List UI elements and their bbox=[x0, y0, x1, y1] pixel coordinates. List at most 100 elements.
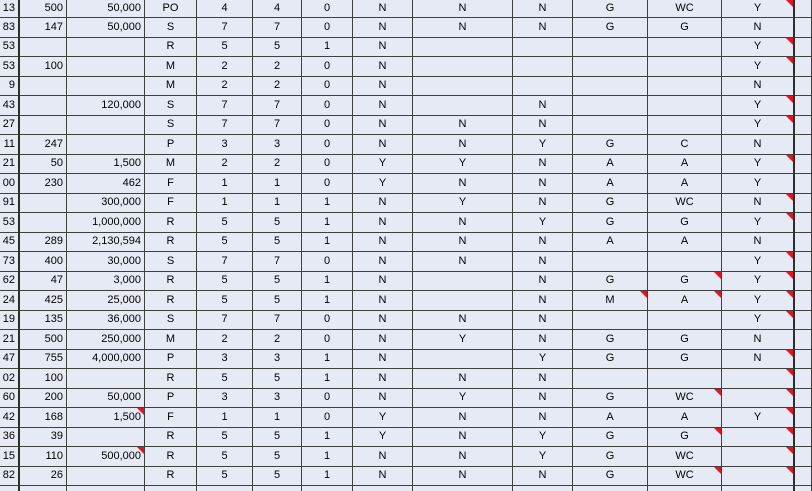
cell-C15[interactable]: 3,000 bbox=[67, 271, 145, 291]
cell-E3[interactable]: 5 bbox=[197, 37, 253, 57]
cell-F15[interactable]: 5 bbox=[253, 271, 302, 291]
cell-D11[interactable]: F bbox=[145, 193, 197, 213]
cell-G16[interactable]: 1 bbox=[302, 291, 353, 311]
cell-G7[interactable]: 0 bbox=[302, 115, 353, 135]
cell-G11[interactable]: 1 bbox=[302, 193, 353, 213]
cell-N24[interactable] bbox=[795, 447, 812, 467]
cell-F9[interactable]: 2 bbox=[253, 154, 302, 174]
cell-M4[interactable]: Y bbox=[722, 57, 795, 77]
cell-C10[interactable]: 462 bbox=[67, 174, 145, 194]
cell-B3[interactable] bbox=[20, 37, 67, 57]
cell-A19[interactable]: 47 bbox=[0, 349, 20, 369]
cell-N4[interactable] bbox=[795, 57, 812, 77]
cell-F21[interactable]: 3 bbox=[253, 388, 302, 408]
cell-I2[interactable]: N bbox=[413, 18, 513, 38]
cell-E-partial[interactable] bbox=[197, 486, 253, 491]
cell-A15[interactable]: 62 bbox=[0, 271, 20, 291]
cell-J10[interactable]: N bbox=[513, 174, 573, 194]
cell-G13[interactable]: 1 bbox=[302, 232, 353, 252]
cell-K2[interactable]: G bbox=[573, 18, 648, 38]
cell-M20[interactable] bbox=[722, 369, 795, 389]
cell-B23[interactable]: 39 bbox=[20, 427, 67, 447]
cell-F24[interactable]: 5 bbox=[253, 447, 302, 467]
cell-A17[interactable]: 19 bbox=[0, 310, 20, 330]
cell-G17[interactable]: 0 bbox=[302, 310, 353, 330]
cell-H6[interactable]: N bbox=[353, 96, 413, 116]
cell-F12[interactable]: 5 bbox=[253, 213, 302, 233]
cell-L6[interactable] bbox=[648, 96, 722, 116]
cell-N15[interactable] bbox=[795, 271, 812, 291]
cell-H20[interactable]: N bbox=[353, 369, 413, 389]
cell-B20[interactable]: 100 bbox=[20, 369, 67, 389]
cell-N9[interactable] bbox=[795, 154, 812, 174]
cell-N20[interactable] bbox=[795, 369, 812, 389]
cell-K11[interactable]: G bbox=[573, 193, 648, 213]
cell-D4[interactable]: M bbox=[145, 57, 197, 77]
cell-D10[interactable]: F bbox=[145, 174, 197, 194]
cell-B6[interactable] bbox=[20, 96, 67, 116]
cell-I23[interactable]: N bbox=[413, 427, 513, 447]
cell-G9[interactable]: 0 bbox=[302, 154, 353, 174]
cell-K16[interactable]: M bbox=[573, 291, 648, 311]
cell-C1[interactable]: 50,000 bbox=[67, 0, 145, 18]
cell-C6[interactable]: 120,000 bbox=[67, 96, 145, 116]
cell-D14[interactable]: S bbox=[145, 252, 197, 272]
cell-G15[interactable]: 1 bbox=[302, 271, 353, 291]
cell-F4[interactable]: 2 bbox=[253, 57, 302, 77]
cell-N6[interactable] bbox=[795, 96, 812, 116]
cell-L7[interactable] bbox=[648, 115, 722, 135]
cell-D7[interactable]: S bbox=[145, 115, 197, 135]
cell-L23[interactable]: G bbox=[648, 427, 722, 447]
cell-B17[interactable]: 135 bbox=[20, 310, 67, 330]
cell-K4[interactable] bbox=[573, 57, 648, 77]
cell-E6[interactable]: 7 bbox=[197, 96, 253, 116]
cell-I10[interactable]: N bbox=[413, 174, 513, 194]
cell-M12[interactable]: Y bbox=[722, 213, 795, 233]
cell-F13[interactable]: 5 bbox=[253, 232, 302, 252]
cell-G18[interactable]: 0 bbox=[302, 330, 353, 350]
cell-F23[interactable]: 5 bbox=[253, 427, 302, 447]
cell-I-partial[interactable] bbox=[413, 486, 513, 491]
cell-J4[interactable] bbox=[513, 57, 573, 77]
cell-C8[interactable] bbox=[67, 135, 145, 155]
cell-K23[interactable]: G bbox=[573, 427, 648, 447]
cell-J15[interactable]: N bbox=[513, 271, 573, 291]
cell-G12[interactable]: 1 bbox=[302, 213, 353, 233]
cell-I6[interactable] bbox=[413, 96, 513, 116]
cell-A1[interactable]: 13 bbox=[0, 0, 20, 18]
cell-J3[interactable] bbox=[513, 37, 573, 57]
cell-H3[interactable]: N bbox=[353, 37, 413, 57]
cell-G20[interactable]: 1 bbox=[302, 369, 353, 389]
cell-I25[interactable]: N bbox=[413, 466, 513, 486]
cell-L3[interactable] bbox=[648, 37, 722, 57]
cell-E14[interactable]: 7 bbox=[197, 252, 253, 272]
cell-N19[interactable] bbox=[795, 349, 812, 369]
cell-J6[interactable]: N bbox=[513, 96, 573, 116]
cell-E21[interactable]: 3 bbox=[197, 388, 253, 408]
cell-N18[interactable] bbox=[795, 330, 812, 350]
cell-E8[interactable]: 3 bbox=[197, 135, 253, 155]
cell-G6[interactable]: 0 bbox=[302, 96, 353, 116]
cell-I18[interactable]: Y bbox=[413, 330, 513, 350]
cell-C-partial[interactable] bbox=[67, 486, 145, 491]
cell-E19[interactable]: 3 bbox=[197, 349, 253, 369]
cell-B25[interactable]: 26 bbox=[20, 466, 67, 486]
cell-B21[interactable]: 200 bbox=[20, 388, 67, 408]
cell-N3[interactable] bbox=[795, 37, 812, 57]
cell-B24[interactable]: 110 bbox=[20, 447, 67, 467]
cell-M24[interactable] bbox=[722, 447, 795, 467]
cell-H23[interactable]: Y bbox=[353, 427, 413, 447]
cell-N7[interactable] bbox=[795, 115, 812, 135]
cell-F7[interactable]: 7 bbox=[253, 115, 302, 135]
cell-C4[interactable] bbox=[67, 57, 145, 77]
cell-M8[interactable]: N bbox=[722, 135, 795, 155]
cell-L15[interactable]: G bbox=[648, 271, 722, 291]
cell-H4[interactable]: N bbox=[353, 57, 413, 77]
cell-I22[interactable]: N bbox=[413, 408, 513, 428]
cell-J17[interactable]: N bbox=[513, 310, 573, 330]
cell-L25[interactable]: WC bbox=[648, 466, 722, 486]
cell-D23[interactable]: R bbox=[145, 427, 197, 447]
cell-C23[interactable] bbox=[67, 427, 145, 447]
cell-G2[interactable]: 0 bbox=[302, 18, 353, 38]
cell-A22[interactable]: 42 bbox=[0, 408, 20, 428]
